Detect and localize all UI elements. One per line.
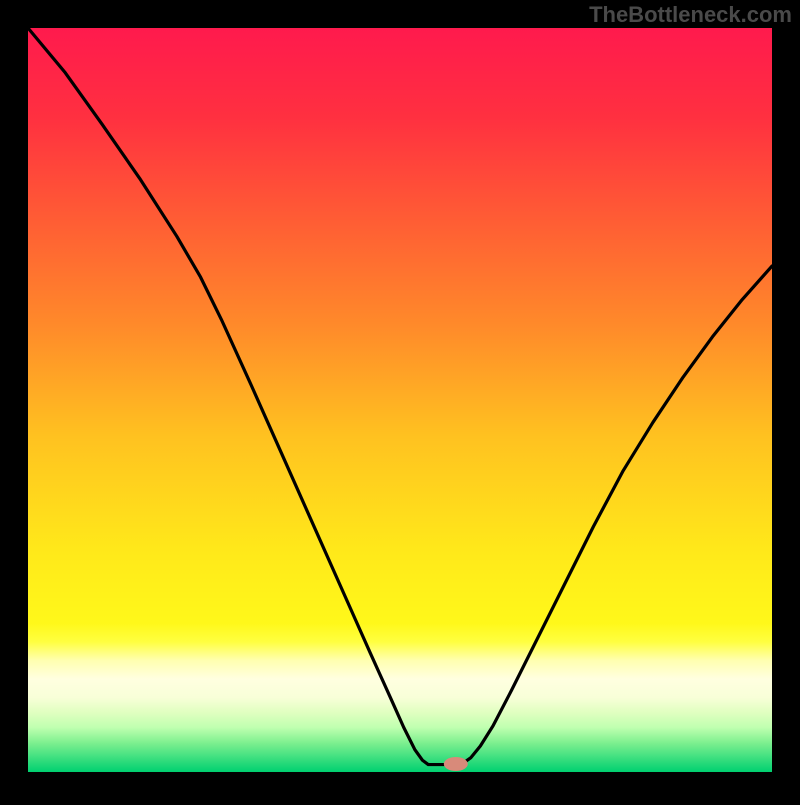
chart-container: TheBottleneck.com (0, 0, 800, 800)
watermark-label: TheBottleneck.com (589, 2, 792, 28)
optimal-marker (444, 757, 468, 771)
bottleneck-chart (0, 0, 800, 800)
plot-background (28, 28, 772, 772)
